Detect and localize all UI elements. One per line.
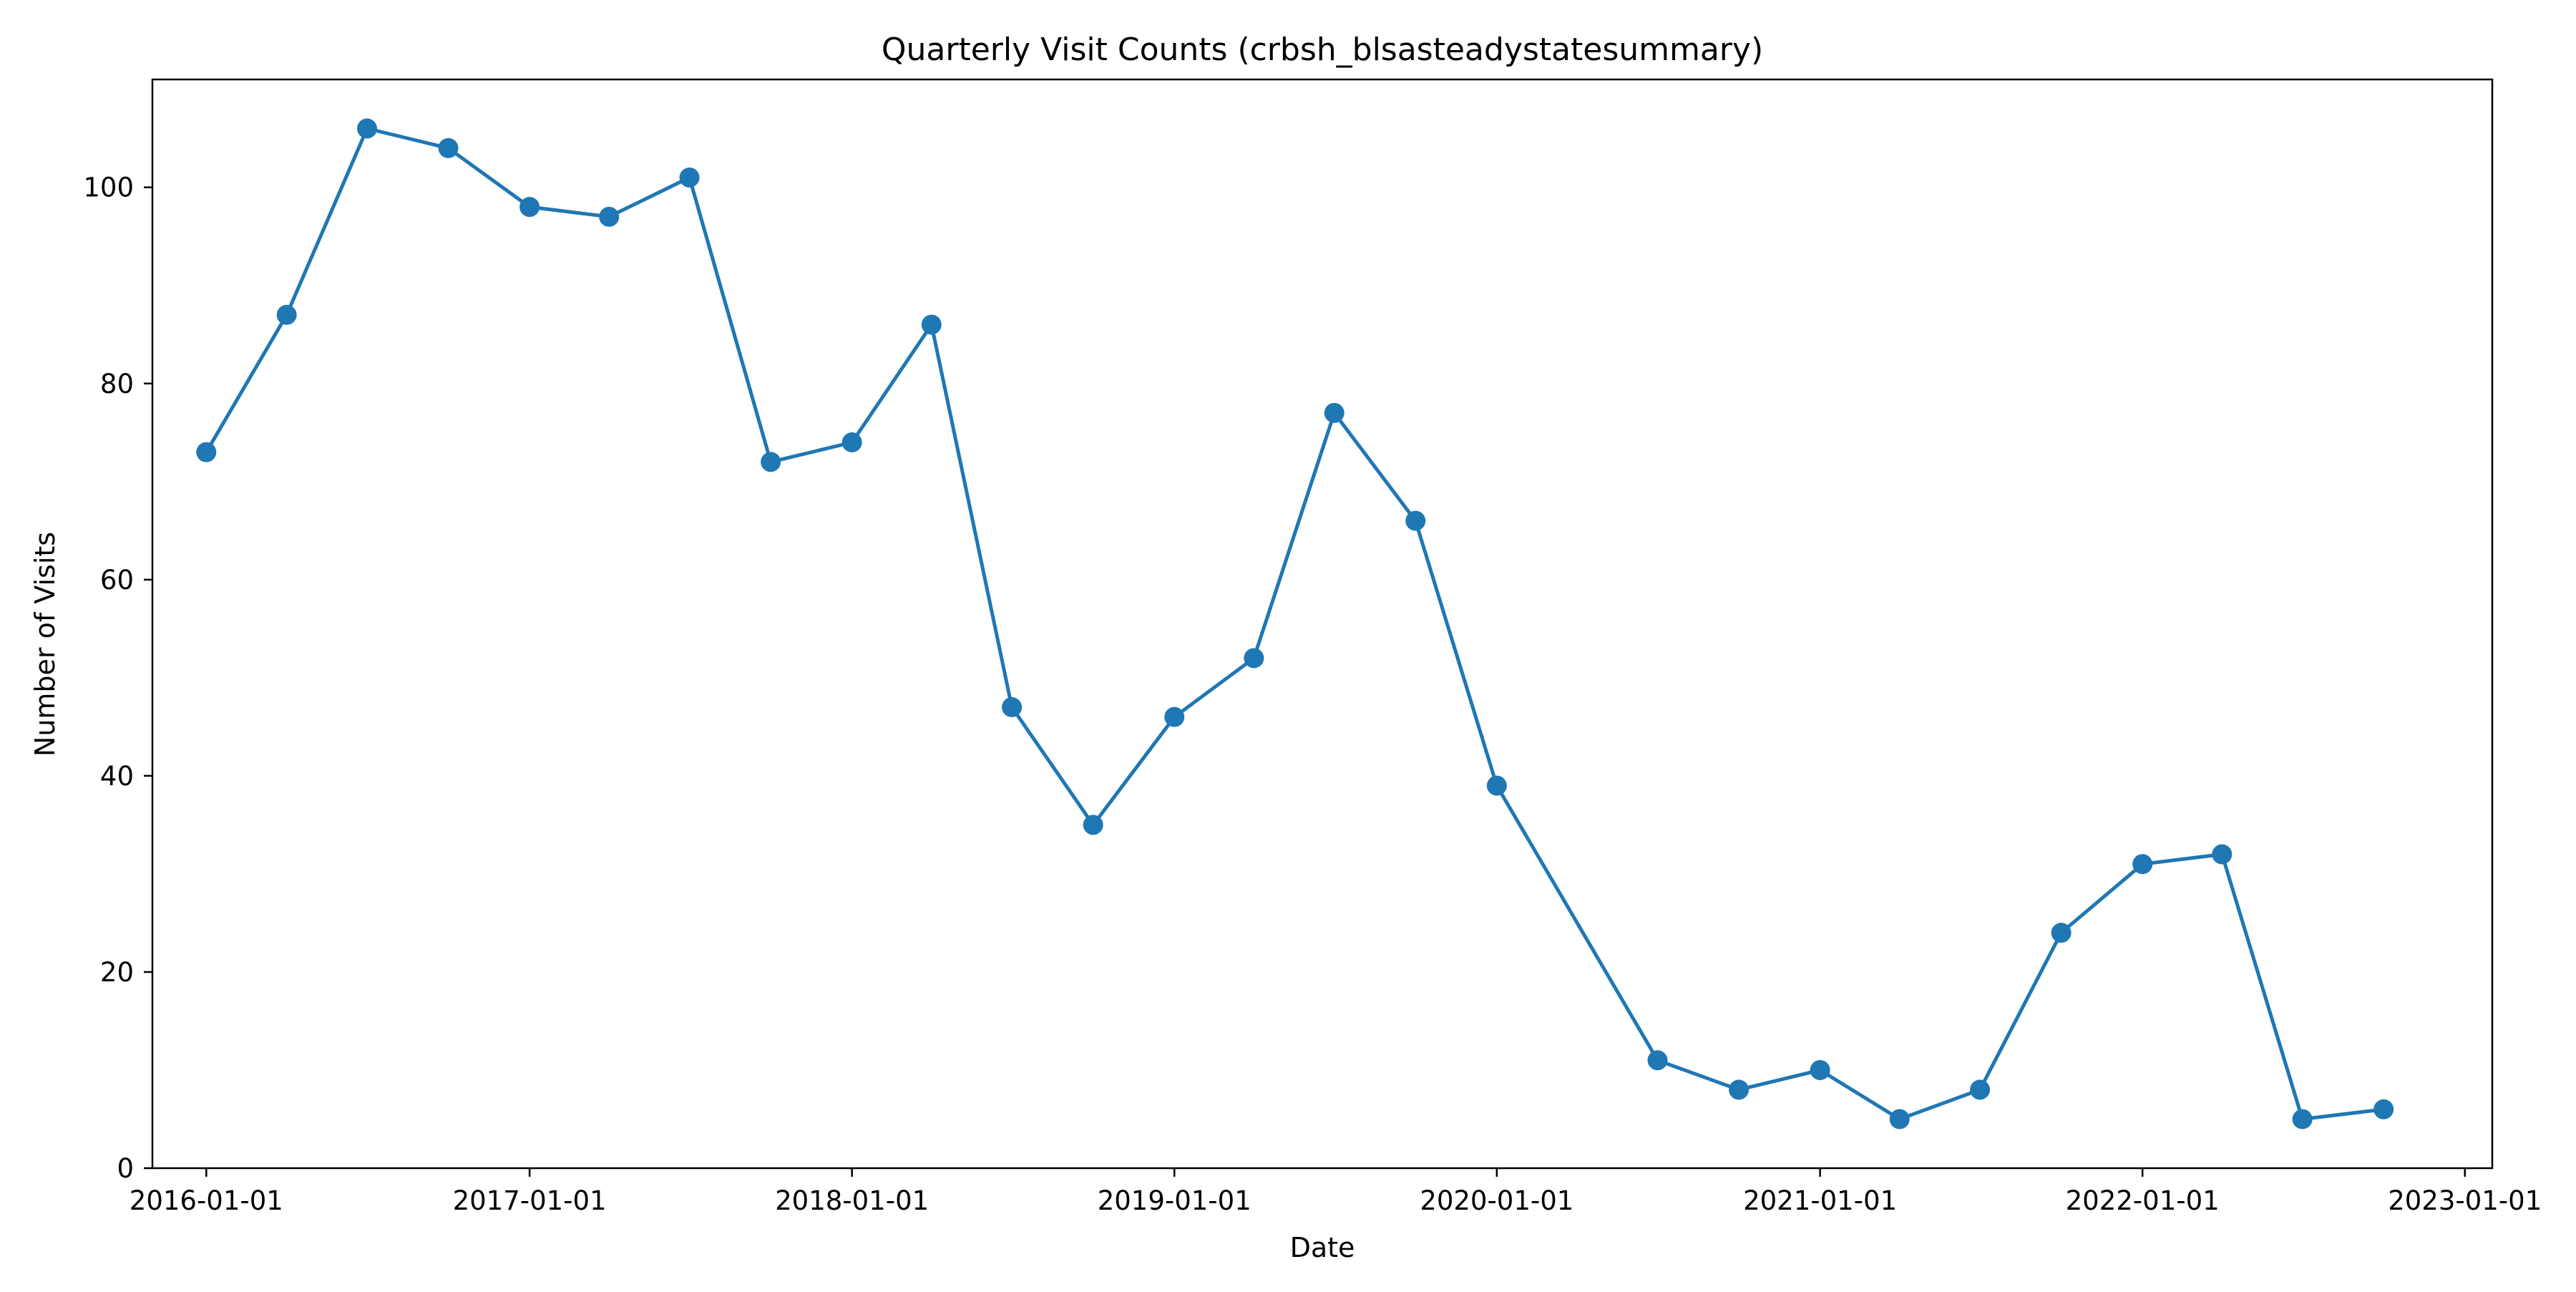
y-tick-label: 0 xyxy=(117,1153,134,1184)
x-tick-label: 2019-01-01 xyxy=(1098,1185,1252,1216)
data-point xyxy=(1002,696,1023,717)
data-point xyxy=(2212,844,2233,865)
series-group xyxy=(196,118,2394,1130)
data-point xyxy=(438,137,459,158)
data-point xyxy=(1889,1109,1910,1130)
data-point xyxy=(1244,648,1264,669)
y-tick-label: 40 xyxy=(100,761,134,792)
data-point xyxy=(196,442,217,462)
data-point xyxy=(519,197,540,218)
data-point xyxy=(1647,1050,1668,1071)
data-point xyxy=(1324,402,1345,423)
x-tick-label: 2023-01-01 xyxy=(2388,1185,2542,1216)
data-point xyxy=(921,314,942,335)
data-point xyxy=(1405,510,1426,531)
data-point xyxy=(841,432,862,452)
y-tick-label: 60 xyxy=(100,565,134,596)
data-point xyxy=(1810,1059,1830,1080)
data-point xyxy=(599,206,620,227)
data-point xyxy=(2292,1109,2313,1130)
y-tick-label: 100 xyxy=(83,173,134,203)
x-tick-label: 2022-01-01 xyxy=(2066,1185,2220,1216)
x-tick-label: 2017-01-01 xyxy=(453,1185,607,1216)
data-point xyxy=(1083,815,1103,835)
x-tick-label: 2016-01-01 xyxy=(130,1185,283,1216)
data-point xyxy=(1486,775,1507,796)
data-point xyxy=(2373,1099,2394,1119)
tick-group: 2016-01-01 2017-01-01 2018-01-01 2019-01-01… xyxy=(83,173,2542,1216)
y-axis-label: Number of Visits xyxy=(29,532,61,757)
data-point xyxy=(276,304,297,325)
x-tick-label: 2020-01-01 xyxy=(1420,1185,1574,1216)
plot-area-frame xyxy=(151,78,2494,1170)
data-point xyxy=(356,118,377,139)
data-point xyxy=(679,167,700,188)
x-tick-label: 2018-01-01 xyxy=(775,1185,929,1216)
x-tick-label: 2021-01-01 xyxy=(1743,1185,1897,1216)
chart-title: Quarterly Visit Counts (crbsh_blsasteady… xyxy=(882,31,1763,68)
data-point xyxy=(1164,706,1185,727)
y-tick-label: 80 xyxy=(100,369,134,399)
data-point xyxy=(1729,1079,1750,1100)
data-point xyxy=(2132,854,2153,875)
data-point xyxy=(2051,923,2072,943)
data-point xyxy=(761,452,781,472)
data-point xyxy=(1970,1079,1991,1100)
y-tick-label: 20 xyxy=(100,957,134,988)
x-axis-label: Date xyxy=(1290,1232,1355,1263)
